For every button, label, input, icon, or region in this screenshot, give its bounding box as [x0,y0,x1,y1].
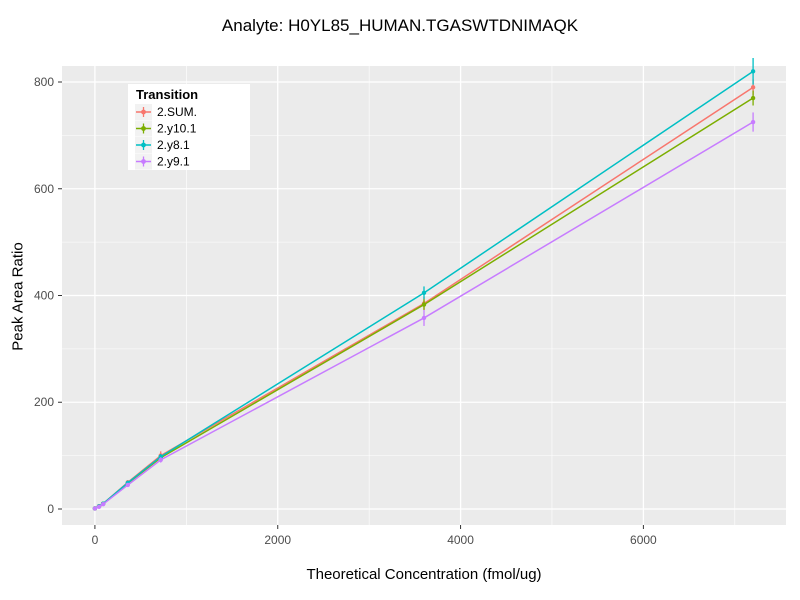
legend-key-point [141,142,146,148]
legend-key-point [141,109,146,115]
data-point [421,302,427,307]
x-tick-label: 2000 [264,533,291,547]
data-point [750,69,756,74]
data-point [100,501,106,507]
data-point [750,95,756,101]
x-tick-label: 6000 [630,533,657,547]
legend-key-point [141,159,146,164]
data-point [96,504,102,510]
x-axis-label: Theoretical Concentration (fmol/ug) [306,566,542,583]
data-point [750,85,756,90]
data-point [421,290,427,296]
y-tick-label: 200 [34,395,54,409]
chart-title: Analyte: H0YL85_HUMAN.TGASWTDNIMAQK [221,16,579,35]
legend-key-point [141,126,146,131]
data-point [421,315,427,321]
x-tick-label: 0 [92,533,99,547]
legend-entry-label: 2.y9.1 [157,155,190,169]
legend-entry-label: 2.SUM. [157,105,197,119]
y-tick-label: 400 [34,289,54,303]
legend-title: Transition [136,87,198,102]
y-tick-label: 600 [34,182,54,196]
data-point [158,454,163,459]
y-tick-label: 0 [47,502,54,516]
data-point [750,119,756,125]
y-tick-label: 800 [34,75,54,89]
data-point [92,506,98,511]
legend-entry-label: 2.y8.1 [157,138,190,152]
data-point [125,482,131,488]
x-tick-label: 4000 [447,533,474,547]
legend-entry-label: 2.y10.1 [157,122,197,136]
data-point [158,457,163,463]
